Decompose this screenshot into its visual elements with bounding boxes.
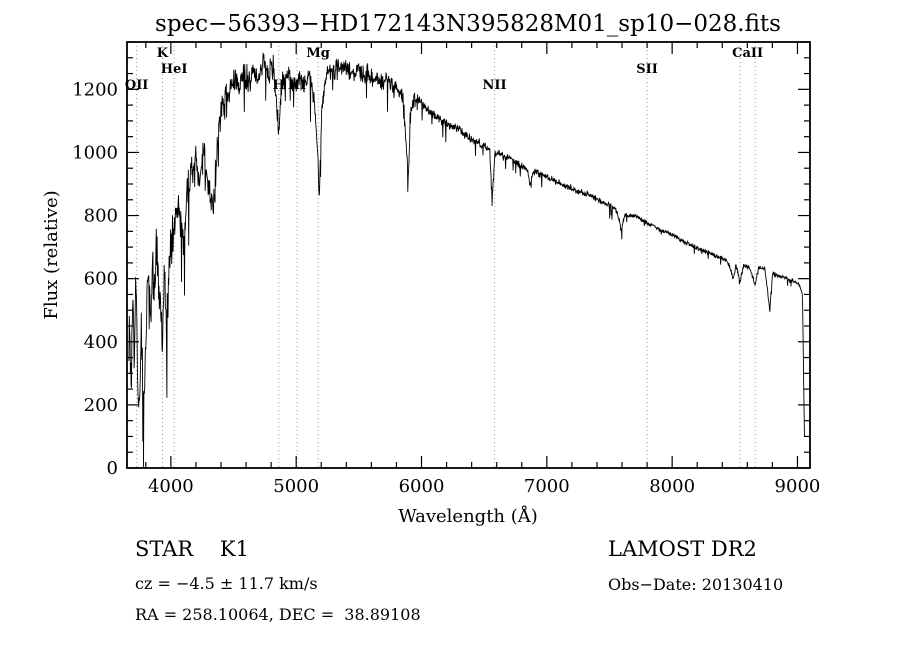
plot-canvas: spec−56393−HD172143N395828M01_sp10−028.f… [41,11,821,527]
spectrum-layer [128,52,805,468]
y-axis-label: Flux (relative) [41,190,62,319]
spectral-line-label: III [288,78,306,93]
spectrum-line [128,52,805,468]
x-tick-label: 7000 [524,476,570,497]
y-tick-label: 0 [107,458,118,479]
y-tick-label: 1000 [72,142,118,163]
spectral-line-label: OII [125,78,149,93]
x-tick-label: 5000 [273,476,319,497]
plot-title: spec−56393−HD172143N395828M01_sp10−028.f… [155,11,781,37]
coordinates-label: RA = 258.10064, DEC = 38.89108 [135,605,421,624]
x-tick-label: 9000 [775,476,821,497]
spectral-line-label: CaII [732,46,763,61]
y-tick-label: 600 [84,269,118,290]
y-tick-label: 200 [84,395,118,416]
cz-label: cz = −4.5 ± 11.7 km/s [135,574,318,593]
spectral-line-markers-layer [136,42,756,468]
survey-label: LAMOST DR2 [608,537,757,561]
spectral-line-label: SII [636,62,658,77]
y-tick-label: 1200 [72,79,118,100]
x-tick-label: 6000 [399,476,445,497]
y-tick-label: 400 [84,332,118,353]
spectral-line-label: HeI [161,62,188,77]
spectral-line-label: Mg [306,46,329,61]
plot-border [126,41,811,469]
axes-layer: 4000 5000 6000 7000 8000 9000 0 200 400 600 800 100… [72,41,821,497]
x-tick-label: 4000 [148,476,194,497]
object-class-label: STAR K1 [135,537,249,561]
spectral-line-label: H [273,78,285,93]
y-tick-label: 800 [84,206,118,227]
x-axis-label: Wavelength (Å) [398,505,538,527]
spectral-line-label: NII [483,78,507,93]
spectral-line-label: K [157,46,169,61]
obs-date-label: Obs−Date: 20130410 [608,575,784,594]
x-tick-label: 8000 [649,476,695,497]
